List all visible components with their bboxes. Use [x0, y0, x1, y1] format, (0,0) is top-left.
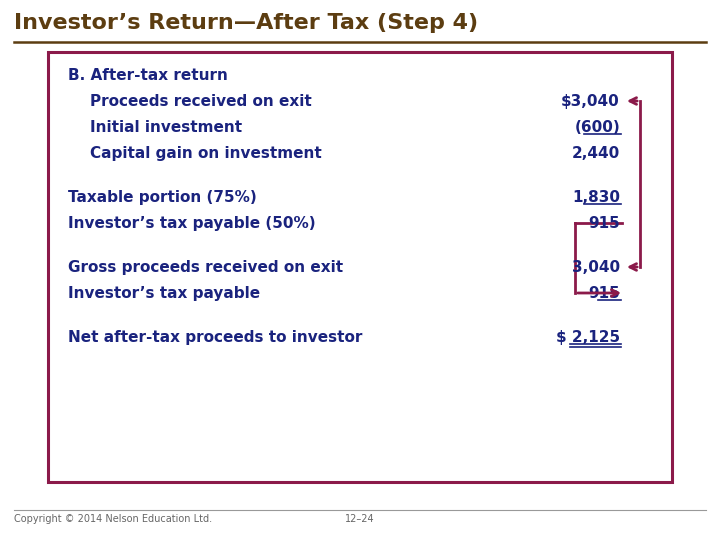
- Text: Gross proceeds received on exit: Gross proceeds received on exit: [68, 260, 343, 275]
- Text: Proceeds received on exit: Proceeds received on exit: [90, 94, 312, 109]
- Text: B. After-tax return: B. After-tax return: [68, 68, 228, 83]
- Text: $3,040: $3,040: [562, 94, 620, 109]
- Text: Investor’s tax payable (50%): Investor’s tax payable (50%): [68, 216, 315, 231]
- Text: Capital gain on investment: Capital gain on investment: [90, 146, 322, 161]
- Text: 12–24: 12–24: [345, 514, 375, 524]
- Text: $ 2,125: $ 2,125: [556, 330, 620, 345]
- Bar: [48, 52, 672, 482]
- Text: Copyright © 2014 Nelson Education Ltd.: Copyright © 2014 Nelson Education Ltd.: [14, 514, 212, 524]
- Text: 915: 915: [588, 286, 620, 301]
- Text: Investor’s tax payable: Investor’s tax payable: [68, 286, 260, 301]
- Text: 1,830: 1,830: [572, 190, 620, 205]
- Text: (600): (600): [575, 120, 620, 135]
- Text: 915: 915: [588, 216, 620, 231]
- Text: Taxable portion (75%): Taxable portion (75%): [68, 190, 257, 205]
- Text: 2,440: 2,440: [572, 146, 620, 161]
- Text: Net after-tax proceeds to investor: Net after-tax proceeds to investor: [68, 330, 362, 345]
- Text: 3,040: 3,040: [572, 260, 620, 275]
- Text: Initial investment: Initial investment: [90, 120, 242, 135]
- Text: Investor’s Return—After Tax (Step 4): Investor’s Return—After Tax (Step 4): [14, 13, 478, 33]
